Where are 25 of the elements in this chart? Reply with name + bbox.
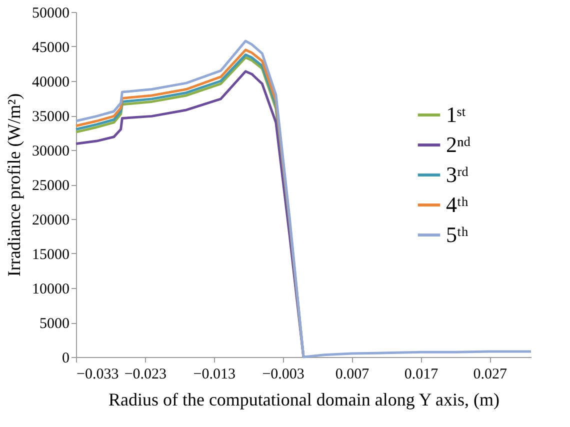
y-tick-label: 30000 <box>32 144 70 160</box>
x-tick-label: 0.027 <box>473 366 508 382</box>
y-tick-label: 45000 <box>32 40 70 56</box>
x-tick-label: 0.017 <box>404 366 439 382</box>
x-axis-title: Radius of the computational domain along Y axis, (m) <box>108 390 500 410</box>
x-tick-label: 0.007 <box>335 366 370 382</box>
x-tick-label: −0.013 <box>193 366 236 382</box>
y-tick-label: 10000 <box>32 282 70 298</box>
legend-label: 1ˢᵗ <box>446 102 466 127</box>
y-axis-title: Irradiance profile (W/m²) <box>4 93 24 277</box>
legend-label: 5ᵗʰ <box>446 222 468 247</box>
y-tick-label: 20000 <box>32 212 70 228</box>
x-tick-label: −0.023 <box>124 366 167 382</box>
legend-label: 4ᵗʰ <box>446 192 468 217</box>
y-tick-label: 0 <box>62 350 70 366</box>
y-tick-label: 25000 <box>32 178 70 194</box>
x-tick-label: −0.003 <box>262 366 304 382</box>
y-tick-label: 40000 <box>32 74 70 90</box>
legend-label: 3ʳᵈ <box>446 162 469 187</box>
y-tick-label: 5000 <box>40 316 70 332</box>
y-tick-label: 50000 <box>32 6 70 22</box>
x-tick-label: −0.033 <box>76 366 119 382</box>
y-tick-label: 35000 <box>32 109 70 125</box>
y-tick-label: 15000 <box>32 247 70 263</box>
legend-label: 2ⁿᵈ <box>446 132 471 157</box>
